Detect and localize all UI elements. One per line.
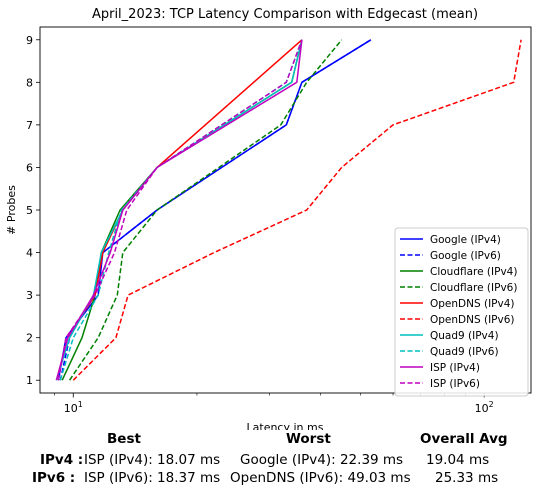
y-tick-label: 2 [26, 332, 33, 345]
y-tick-label: 8 [26, 76, 33, 89]
series-line-8 [55, 39, 303, 381]
legend-label-4: OpenDNS (IPv4) [430, 298, 515, 310]
summary-table: Best Worst Overall Avg IPv4 : ISP (IPv4)… [0, 428, 541, 496]
series-line-4 [67, 39, 303, 339]
best-header: Best [107, 431, 141, 447]
y-axis-label: # Probes [5, 185, 18, 235]
x-tick-label: 102 [475, 400, 494, 415]
legend-label-6: Quad9 (IPv4) [430, 330, 499, 342]
ipv6-best-value: ISP (IPv6): 18.37 ms [84, 470, 221, 486]
y-tick-label: 1 [26, 374, 33, 387]
y-tick-label: 5 [26, 204, 33, 217]
y-tick-label: 6 [26, 161, 33, 174]
series-line-6 [55, 39, 303, 381]
worst-header: Worst [286, 431, 331, 447]
series-line-0 [57, 39, 372, 381]
ipv4-worst-value: Google (IPv4): 22.39 ms [240, 452, 404, 468]
plot-area [55, 39, 522, 381]
ipv6-row-label: IPv6 : [32, 470, 76, 486]
ipv4-avg-value: 19.04 ms [426, 452, 490, 468]
legend-label-3: Cloudflare (IPv6) [430, 282, 517, 294]
legend-label-9: ISP (IPv6) [430, 378, 480, 390]
legend: Google (IPv4) Google (IPv6) Cloudflare (IP… [394, 227, 529, 397]
y-tick-label: 3 [26, 289, 33, 302]
chart-title: April_2023: TCP Latency Comparison with … [92, 7, 478, 22]
legend-label-5: OpenDNS (IPv6) [430, 314, 515, 326]
overall-avg-header: Overall Avg [420, 431, 508, 447]
ipv4-row-label: IPv4 : [40, 452, 84, 468]
ipv4-best-value: ISP (IPv4): 18.07 ms [84, 452, 221, 468]
y-tick-label: 4 [26, 247, 33, 260]
x-axis-label: Latency in ms [247, 421, 324, 430]
ipv6-avg-value: 25.33 ms [435, 470, 499, 486]
legend-label-7: Quad9 (IPv6) [430, 346, 499, 358]
series-line-2 [61, 39, 303, 381]
series-line-7 [59, 39, 303, 381]
legend-label-8: ISP (IPv4) [430, 362, 480, 374]
legend-label-0: Google (IPv4) [430, 234, 501, 246]
y-tick-label: 9 [26, 34, 33, 47]
series-line-3 [68, 39, 343, 381]
x-tick-label: 101 [64, 400, 83, 415]
legend-label-2: Cloudflare (IPv4) [430, 266, 517, 278]
series-line-9 [57, 39, 303, 381]
series-line-5 [72, 39, 522, 381]
legend-label-1: Google (IPv6) [430, 250, 501, 262]
latency-chart: April_2023: TCP Latency Comparison with … [5, 7, 532, 430]
legend-box [394, 227, 529, 397]
series-line-1 [59, 39, 372, 381]
axis-ticks: 1 2 3 4 5 6 7 8 9 101 102 [26, 34, 494, 415]
y-tick-label: 7 [26, 119, 33, 132]
ipv6-worst-value: OpenDNS (IPv6): 49.03 ms [230, 470, 411, 486]
